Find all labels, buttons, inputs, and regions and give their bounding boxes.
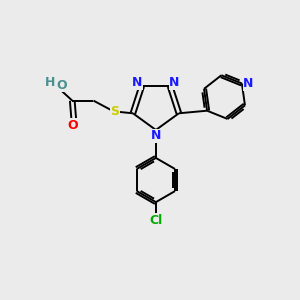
Text: S: S bbox=[110, 105, 119, 118]
Text: N: N bbox=[169, 76, 180, 89]
Text: O: O bbox=[56, 79, 67, 92]
Text: Cl: Cl bbox=[149, 214, 163, 227]
Text: N: N bbox=[132, 76, 142, 89]
Text: N: N bbox=[151, 129, 161, 142]
Text: O: O bbox=[67, 119, 78, 132]
Text: H: H bbox=[44, 76, 55, 89]
Text: N: N bbox=[243, 77, 254, 90]
